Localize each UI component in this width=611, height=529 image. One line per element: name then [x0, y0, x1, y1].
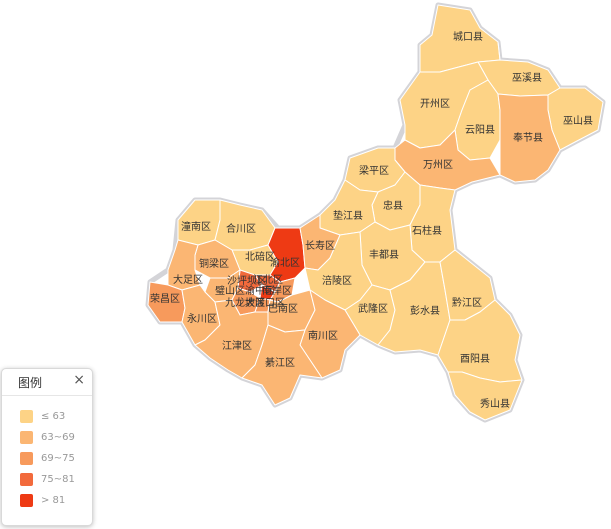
- legend-item[interactable]: > 81: [2, 490, 92, 511]
- region-label: 涪陵区: [322, 274, 352, 287]
- region-label: 开州区: [420, 98, 450, 110]
- legend-label: ≤ 63: [41, 411, 66, 422]
- region-label: 大渡口区: [245, 296, 285, 309]
- region-label: 北碚区: [245, 250, 275, 263]
- region-label: 渝北区: [270, 256, 300, 269]
- region-label: 江津区: [222, 340, 252, 352]
- region-qijiang[interactable]: [241, 324, 323, 406]
- region-label: 垫江县: [333, 209, 363, 222]
- region-label: 彭水县: [410, 304, 440, 317]
- region-label: 璧山区: [215, 284, 245, 297]
- legend-title: 图例: [18, 376, 43, 390]
- region-label: 黔江区: [452, 296, 482, 309]
- region-label: 梁平区: [359, 164, 389, 177]
- legend-swatch: [20, 410, 33, 423]
- legend-items: ≤ 63 63~69 69~75 75~81 > 81: [2, 396, 92, 511]
- legend-label: 75~81: [41, 474, 75, 485]
- legend-swatch: [20, 473, 33, 486]
- region-label: 万州区: [423, 159, 453, 171]
- legend-label: > 81: [41, 495, 66, 506]
- region-label: 武隆区: [358, 302, 388, 315]
- region-label: 南岸区: [262, 284, 292, 297]
- region-label: 南川区: [308, 329, 338, 342]
- region-label: 合川区: [226, 222, 256, 235]
- legend-label: 63~69: [41, 432, 75, 443]
- region-xiushan[interactable]: [447, 371, 523, 421]
- region-label: 石柱县: [412, 224, 442, 237]
- region-label: 酉阳县: [460, 353, 490, 365]
- region-label: 长寿区: [305, 239, 335, 252]
- region-label: 巫溪县: [512, 72, 542, 84]
- region-label: 永川区: [187, 312, 217, 325]
- region-fengjie[interactable]: [497, 93, 561, 183]
- region-label: 铜梁区: [199, 257, 229, 270]
- region-label: 奉节县: [513, 131, 543, 144]
- region-label: 忠县: [383, 200, 403, 212]
- region-label: 沙坪坝区: [227, 274, 267, 287]
- region-label: 九龙坡区: [225, 296, 265, 309]
- legend-item[interactable]: ≤ 63: [2, 406, 92, 427]
- legend-swatch: [20, 452, 33, 465]
- legend-swatch: [20, 431, 33, 444]
- region-label: 秀山县: [480, 398, 510, 410]
- legend-label: 69~75: [41, 453, 75, 464]
- legend-header: 图例 ×: [2, 369, 92, 396]
- legend-swatch: [20, 494, 33, 507]
- legend-item[interactable]: 75~81: [2, 469, 92, 490]
- region-label: 丰都县: [369, 248, 399, 261]
- region-label: 潼南区: [181, 220, 211, 233]
- region-label: 大足区: [173, 273, 203, 286]
- legend-panel: 图例 × ≤ 63 63~69 69~75 75~81 > 81: [1, 368, 93, 526]
- region-label: 渝中区: [245, 284, 275, 297]
- region-label: 云阳县: [465, 124, 495, 136]
- region-label: 城口县: [453, 31, 483, 43]
- region-label: 荣昌区: [150, 293, 180, 305]
- region-label: 綦江区: [265, 356, 295, 369]
- legend-item[interactable]: 69~75: [2, 448, 92, 469]
- region-label: 巫山县: [563, 115, 593, 127]
- legend-item[interactable]: 63~69: [2, 427, 92, 448]
- close-icon[interactable]: ×: [73, 372, 85, 388]
- region-label: 江北区: [253, 274, 283, 286]
- region-label: 巴南区: [268, 302, 298, 315]
